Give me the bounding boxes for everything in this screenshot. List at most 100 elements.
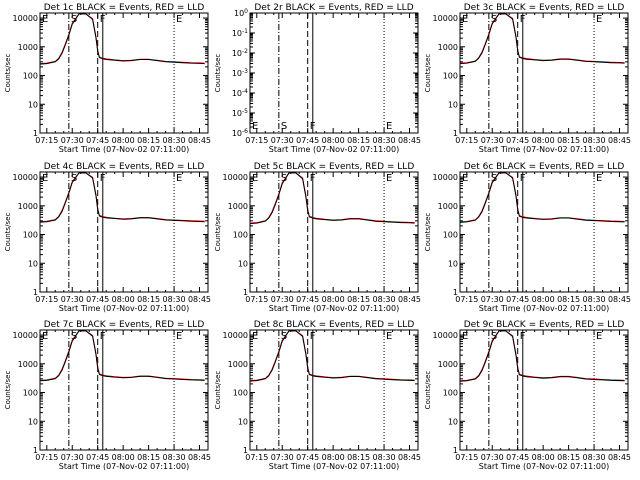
event-marker-label-1: E: [42, 331, 48, 342]
y-tick-label: 10: [28, 100, 38, 109]
x-tick-label: 07:45: [86, 136, 109, 145]
y-tick-label: 100: [23, 231, 38, 240]
y-tick-label: 10: [448, 417, 458, 426]
y-tick-label: 1000: [228, 202, 248, 211]
panel-det-4: Det 4c BLACK = Events, RED = LLDESFE1101…: [4, 162, 211, 313]
event-marker-label-1: E: [462, 331, 468, 342]
x-tick-label: 08:00: [322, 295, 345, 304]
x-tick-label: 08:45: [608, 136, 631, 145]
y-tick-label: 10: [28, 259, 38, 268]
panel-det-2: Det 2r BLACK = Events, RED = LLDESFE10-6…: [214, 3, 421, 154]
event-marker-label-2: S: [281, 121, 287, 132]
series-line-events: [249, 172, 415, 225]
y-tick-label: 10000: [13, 173, 38, 182]
x-tick-label: 07:30: [61, 453, 84, 462]
y-tick-label: 100: [443, 72, 458, 81]
y-tick-label: 1000: [438, 360, 458, 369]
y-axis-label: Counts/sec: [424, 54, 432, 93]
y-tick-label: 10-3: [232, 68, 248, 78]
event-marker-label-2: S: [491, 173, 497, 184]
x-tick-label: 08:15: [557, 453, 580, 462]
panel-det-1: Det 1c BLACK = Events, RED = LLDESFE1101…: [4, 3, 211, 154]
x-tick-label: 08:30: [163, 295, 186, 304]
panel-det-8: Det 8c BLACK = Events, RED = LLDESFE1101…: [214, 320, 421, 471]
y-tick-label: 10000: [433, 173, 458, 182]
x-axis-label: Start Time (07-Nov-02 07:11:00): [269, 304, 399, 313]
y-tick-label: 1: [243, 288, 248, 297]
panel-title: Det 9c BLACK = Events, RED = LLD: [464, 320, 625, 330]
panel-title: Det 2r BLACK = Events, RED = LLD: [254, 3, 413, 13]
y-tick-label: 100: [23, 72, 38, 81]
event-marker-label-2: S: [71, 14, 77, 25]
x-tick-label: 08:30: [583, 453, 606, 462]
event-marker-label-1: E: [252, 173, 258, 184]
axis-frame: [249, 171, 419, 293]
x-tick-label: 07:15: [35, 295, 58, 304]
axis-frame: [39, 12, 209, 134]
x-tick-label: 07:15: [245, 136, 268, 145]
event-marker-label-1: E: [42, 14, 48, 25]
x-tick-label: 07:30: [271, 295, 294, 304]
x-tick-label: 08:45: [188, 453, 211, 462]
event-marker-label-5: E: [386, 173, 392, 184]
x-tick-label: 07:45: [86, 453, 109, 462]
y-tick-label: 1000: [18, 43, 38, 52]
y-tick-label: 100: [233, 231, 248, 240]
x-tick-label: 08:45: [608, 453, 631, 462]
x-tick-label: 07:45: [296, 136, 319, 145]
x-tick-label: 08:45: [188, 136, 211, 145]
y-axis-label: Counts/sec: [424, 371, 432, 410]
x-tick-label: 07:15: [455, 295, 478, 304]
x-tick-label: 08:30: [373, 453, 396, 462]
event-marker-label-2: S: [281, 331, 287, 342]
x-tick-label: 07:45: [506, 453, 529, 462]
x-tick-label: 08:30: [583, 295, 606, 304]
x-tick-label: 08:00: [532, 453, 555, 462]
y-tick-label: 1: [453, 288, 458, 297]
x-tick-label: 08:30: [163, 453, 186, 462]
x-tick-label: 08:00: [112, 295, 135, 304]
y-axis-label: Counts/sec: [4, 371, 12, 410]
x-tick-label: 07:45: [506, 136, 529, 145]
y-axis-label: Counts/sec: [214, 213, 222, 252]
event-marker-label-2: S: [71, 331, 77, 342]
x-tick-label: 07:30: [271, 453, 294, 462]
y-tick-label: 10000: [13, 331, 38, 340]
x-tick-label: 08:30: [373, 295, 396, 304]
event-marker-label-5: E: [176, 173, 182, 184]
y-axis-label: Counts/sec: [4, 213, 12, 252]
x-tick-label: 08:00: [112, 453, 135, 462]
panel-det-3: Det 3c BLACK = Events, RED = LLDESFE1101…: [424, 3, 631, 154]
y-tick-label: 1: [33, 288, 38, 297]
y-tick-label: 1: [453, 129, 458, 138]
y-tick-label: 100: [23, 389, 38, 398]
x-axis-label: Start Time (07-Nov-02 07:11:00): [269, 462, 399, 471]
event-marker-label-5: E: [176, 331, 182, 342]
axis-frame: [39, 171, 209, 293]
event-marker-label-1: E: [252, 331, 258, 342]
x-tick-label: 07:30: [481, 453, 504, 462]
x-axis-label: Start Time (07-Nov-02 07:11:00): [479, 462, 609, 471]
y-tick-label: 10000: [433, 331, 458, 340]
x-tick-label: 08:15: [347, 136, 370, 145]
y-tick-label: 1000: [18, 202, 38, 211]
x-axis-label: Start Time (07-Nov-02 07:11:00): [59, 145, 189, 154]
panel-det-9: Det 9c BLACK = Events, RED = LLDESFE1101…: [424, 320, 631, 471]
x-tick-label: 07:45: [296, 453, 319, 462]
panel-title: Det 4c BLACK = Events, RED = LLD: [44, 162, 205, 172]
panel-title: Det 7c BLACK = Events, RED = LLD: [44, 320, 205, 330]
panel-det-5: Det 5c BLACK = Events, RED = LLDESFE1101…: [214, 162, 421, 313]
x-tick-label: 08:30: [163, 136, 186, 145]
x-tick-label: 08:45: [608, 295, 631, 304]
x-tick-label: 08:15: [137, 453, 160, 462]
event-marker-label-5: E: [176, 14, 182, 25]
x-tick-label: 07:30: [271, 136, 294, 145]
x-axis-label: Start Time (07-Nov-02 07:11:00): [269, 145, 399, 154]
x-tick-label: 08:15: [347, 295, 370, 304]
panel-det-7: Det 7c BLACK = Events, RED = LLDESFE1101…: [4, 320, 211, 471]
x-axis-label: Start Time (07-Nov-02 07:11:00): [59, 304, 189, 313]
event-marker-label-5: E: [596, 14, 602, 25]
y-tick-label: 1: [243, 446, 248, 455]
